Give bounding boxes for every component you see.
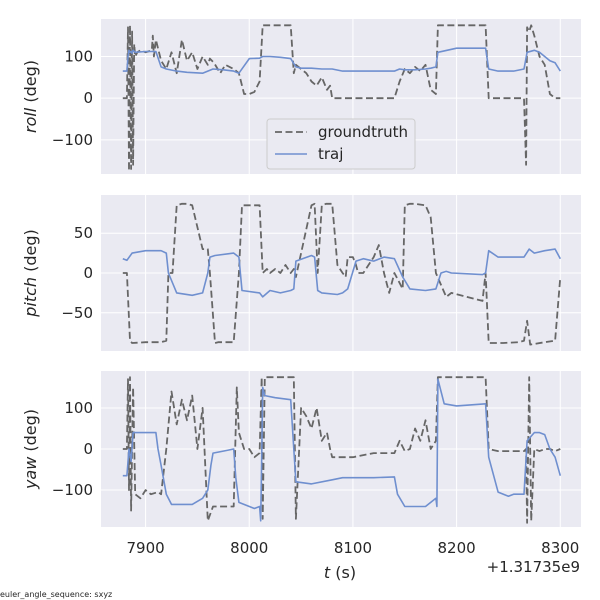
pitch-axis-label: pitch (deg) [21,229,40,318]
pitch-traj-series [122,248,562,298]
pitch-axis-label-var: pitch [21,277,40,318]
xtick-label: 7900 [126,539,164,557]
pitch-panel: −50 0 50 pitch (deg) [21,195,581,351]
roll-ytick-label: −100 [52,131,93,149]
legend-frame [266,118,416,170]
pitch-groundtruth-series [122,202,562,346]
pitch-axis-label-unit: (deg) [21,229,40,277]
yaw-ytick-label: −100 [52,481,93,499]
roll-ytick-label: 0 [83,89,93,107]
xtick-label: 8000 [230,539,268,557]
pitch-ytick-label: −50 [61,304,93,322]
x-axis-label: t (s) [324,563,356,582]
yaw-traj-series [122,378,562,522]
roll-ytick-label: 100 [64,48,93,66]
x-axis: 7900 8000 8100 8200 8300 [126,539,579,557]
yaw-ytick-label: 0 [83,440,93,458]
xtick-label: 8200 [438,539,476,557]
yaw-axis-label-var: yaw [21,456,40,490]
roll-traj-series [122,47,561,74]
roll-axis-label-unit: (deg) [21,60,40,108]
yaw-axis-label-unit: (deg) [21,409,40,457]
yaw-panel: −100 0 100 yaw (deg) [21,371,581,527]
x-axis-label-unit: (s) [330,563,356,582]
xtick-label: 8300 [541,539,579,557]
roll-axis-label: roll (deg) [21,60,40,133]
xtick-label: 8100 [334,539,372,557]
legend-traj-label: traj [318,145,343,163]
euler-sequence-footnote: euler_angle_sequence: sxyz [0,590,112,599]
yaw-groundtruth-series [122,376,561,524]
yaw-ytick-label: 100 [64,399,93,417]
x-offset-label: +1.31735e9 [487,558,580,576]
legend: groundtruth traj [266,118,416,170]
legend-groundtruth-label: groundtruth [318,123,408,141]
pitch-ytick-label: 50 [74,224,93,242]
yaw-axis-label: yaw (deg) [21,409,40,490]
x-axis-label-var: t [324,563,331,582]
roll-axis-label-var: roll [21,107,40,133]
pitch-ytick-label: 0 [83,264,93,282]
